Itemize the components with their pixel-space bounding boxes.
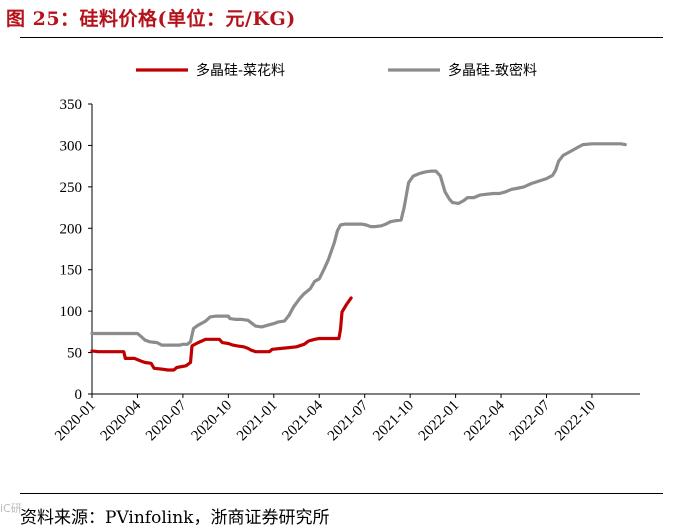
- legend-label-caihua: 多晶硅-菜花料: [196, 62, 285, 79]
- x-tick-label: 2022-10: [552, 398, 599, 445]
- series-line-zhimi: [90, 142, 627, 347]
- x-tick-label: 2022-07: [507, 397, 554, 444]
- y-tick-label: 350: [60, 97, 83, 113]
- y-tick-label: 50: [67, 346, 82, 362]
- x-tick-label: 2020-04: [98, 397, 145, 444]
- x-tick-label: 2021-07: [325, 397, 372, 444]
- x-tick-label: 2022-01: [416, 398, 463, 445]
- y-tick-label: 200: [60, 221, 83, 237]
- chart-axes: 0501001502002503003502020-012020-042020-…: [52, 97, 640, 444]
- y-tick-label: 150: [60, 263, 83, 279]
- top-rule: [20, 37, 663, 38]
- legend-label-zhimi: 多晶硅-致密料: [448, 62, 537, 79]
- x-tick-label: 2022-04: [461, 397, 508, 444]
- figure-title: 图 25：硅料价格(单位：元/KG): [6, 8, 296, 30]
- y-tick-label: 0: [75, 387, 83, 403]
- x-tick-label: 2020-07: [143, 397, 190, 444]
- x-tick-label: 2020-01: [52, 398, 99, 445]
- x-tick-label: 2021-04: [279, 397, 326, 444]
- series-line-caihua: [90, 296, 353, 372]
- x-tick-label: 2021-01: [234, 398, 281, 445]
- bottom-rule: [20, 493, 663, 494]
- source-note: 资料来源：PVinfolink，浙商证券研究所: [20, 508, 330, 528]
- chart-legend: 多晶硅-菜花料 多晶硅-致密料: [136, 62, 537, 79]
- series-layer: [90, 142, 627, 372]
- x-tick-label: 2021-10: [370, 398, 417, 445]
- y-tick-label: 300: [60, 138, 83, 154]
- y-tick-label: 250: [60, 180, 83, 196]
- y-tick-label: 100: [60, 304, 83, 320]
- x-tick-label: 2020-10: [189, 398, 236, 445]
- watermark: iC研: [0, 502, 22, 515]
